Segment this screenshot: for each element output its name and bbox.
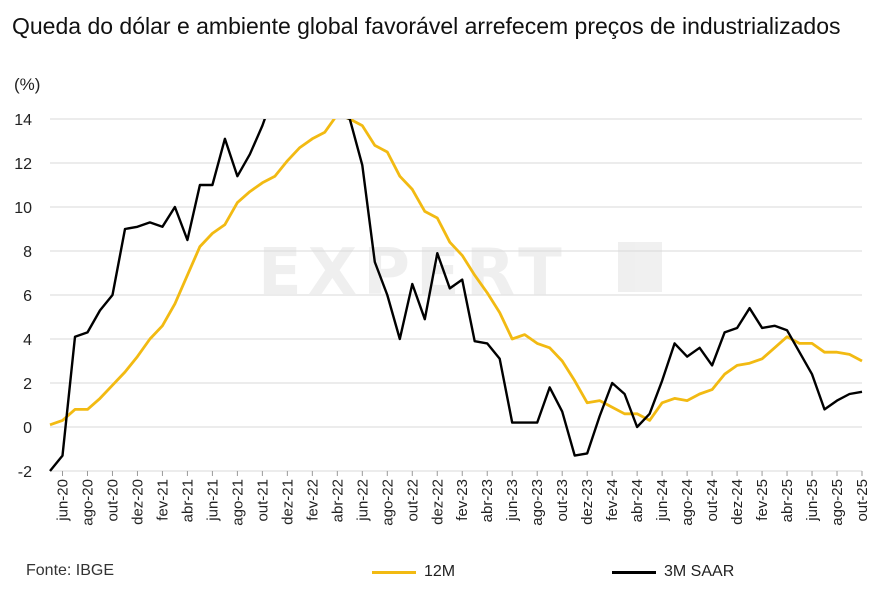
y-tick-label: 4: [23, 332, 32, 349]
x-tick-label: abr-25: [779, 479, 796, 522]
x-tick-label: ago-20: [79, 479, 96, 526]
x-tick-label: out-20: [104, 479, 121, 522]
x-tick-label: out-21: [254, 479, 271, 522]
legend-swatch-3m-saar: [612, 570, 656, 574]
y-tick-label: 6: [23, 288, 32, 305]
series-layer: [49, 119, 863, 472]
y-tick-label: 0: [23, 420, 32, 437]
x-tick-label: dez-24: [729, 479, 746, 525]
y-tick-labels: -2 0 2 4 6 8 10 12 14: [14, 112, 32, 481]
x-tick-label: fev-25: [754, 479, 771, 521]
x-tick-label: ago-21: [229, 479, 246, 526]
legend-swatch-12m: [372, 570, 416, 574]
grid-layer: [50, 118, 862, 472]
legend-item-3m-saar: 3M SAAR: [612, 563, 734, 581]
legend-item-12m: 12M: [372, 563, 455, 581]
y-axis-unit-label: (%): [14, 75, 41, 94]
x-tick-label: fev-23: [454, 479, 471, 521]
x-tick-label: dez-21: [279, 479, 296, 525]
x-tick-label: jun-22: [354, 479, 371, 522]
legend-label-3m-saar: 3M SAAR: [664, 563, 735, 580]
x-tick-label: jun-21: [204, 479, 221, 522]
x-tick-label: ago-24: [679, 479, 696, 526]
x-tick-label: dez-20: [129, 479, 146, 525]
x-tick-label: ago-22: [379, 479, 396, 526]
x-tick-label: abr-24: [629, 479, 646, 522]
source-note: Fonte: IBGE: [26, 562, 115, 579]
x-tick-label: jun-24: [654, 479, 671, 522]
x-tick-label: abr-22: [329, 479, 346, 522]
y-tick-label: -2: [18, 464, 32, 481]
x-tick-label: ago-23: [529, 479, 546, 526]
series-line-12m: [49, 119, 863, 427]
x-tick-label: ago-25: [829, 479, 846, 526]
x-tick-label: fev-24: [604, 479, 621, 521]
x-tick-label: fev-21: [154, 479, 171, 521]
y-tick-label: 8: [23, 244, 32, 261]
series-line-3m-saar: [49, 119, 863, 472]
x-tick-label: dez-22: [429, 479, 446, 525]
legend-label-12m: 12M: [424, 563, 456, 580]
chart-title: Queda do dólar e ambiente global favoráv…: [12, 13, 841, 39]
x-tick-label: jun-25: [804, 479, 821, 522]
x-tick-label: out-24: [704, 479, 721, 522]
y-tick-label: 10: [14, 200, 32, 217]
x-tick-label: dez-23: [579, 479, 596, 525]
x-tick-labels: jun-20 ago-20 out-20 dez-20 fev-21 abr-21 jun-…: [54, 471, 871, 526]
x-tick-label: abr-21: [179, 479, 196, 522]
x-tick-label: out-22: [404, 479, 421, 522]
x-tick-label: out-23: [554, 479, 571, 522]
y-tick-label: 14: [14, 112, 32, 129]
x-tick-label: jun-23: [504, 479, 521, 522]
y-tick-label: 2: [23, 376, 32, 393]
y-tick-label: 12: [14, 156, 32, 173]
x-tick-label: out-25: [854, 479, 871, 522]
x-tick-label: fev-22: [304, 479, 321, 521]
x-tick-label: abr-23: [479, 479, 496, 522]
x-tick-label: jun-20: [54, 479, 71, 522]
